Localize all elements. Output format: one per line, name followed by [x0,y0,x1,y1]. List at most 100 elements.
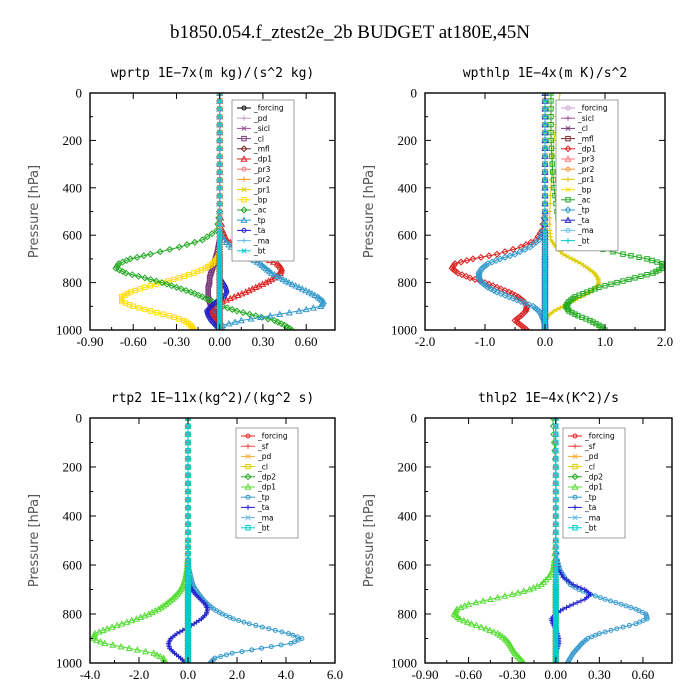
data-point [153,281,159,287]
legend-entry: _pr2 [237,175,271,184]
data-point [542,129,548,136]
data-point [177,629,183,635]
data-point [553,521,559,527]
legend-label: _pd [257,452,272,461]
data-point [279,275,287,283]
data-point [548,106,554,112]
data-point [208,230,216,238]
legend-label: _cl [253,134,264,143]
data-point [650,270,656,276]
data-point [521,245,529,253]
data-point [247,315,255,322]
data-point [152,277,160,285]
data-point [128,616,136,624]
data-point [457,258,465,266]
data-point [493,288,501,296]
data-point [185,521,191,527]
data-point [123,256,131,264]
data-point [259,645,264,651]
data-point [553,513,559,519]
data-point [288,280,296,287]
legend-entry: _pd [568,452,599,461]
data-point [141,274,149,282]
data-point [578,598,584,604]
data-point [548,98,554,104]
data-point [103,624,111,632]
legend-entry: _ta [561,216,589,225]
data-point [633,621,639,627]
y-tick-label: 800 [63,607,83,622]
data-point [542,137,548,143]
data-point [547,221,553,227]
data-point [553,480,559,487]
data-point [533,582,541,589]
data-point [572,311,578,317]
data-point [547,215,553,221]
data-point [185,439,191,446]
data-point [505,293,513,301]
legend-entry: _ac [561,196,590,205]
legend: _forcing_sicl_cl_mfl _dp1_pr3_pr2_pr1_bp _… [555,99,619,252]
legend-marker [565,105,571,111]
data-point [217,169,223,175]
data-point [140,252,148,260]
data-point [628,253,634,259]
plot-area [450,418,650,663]
data-point [569,309,575,316]
x-tick-label: -4.0 [80,667,101,682]
legend-label: _dp2 [257,473,276,482]
data-point [249,647,255,653]
data-point [119,268,127,276]
data-point [295,307,303,314]
legend-label: _bp [577,185,592,194]
data-point [553,496,559,503]
data-point [121,292,128,298]
data-point [137,613,145,620]
data-point [649,257,655,264]
data-point [239,309,247,317]
data-point [217,177,223,183]
data-point [548,121,554,128]
y-tick-label: 400 [63,509,83,524]
data-point [160,311,166,317]
legend-entry: _forcing [237,104,284,113]
legend-marker [245,463,251,470]
data-point [511,250,519,258]
data-point [95,628,103,635]
data-point [590,319,596,325]
legend-marker [241,238,247,244]
data-point [553,472,559,478]
data-point [191,290,199,298]
legend: _forcing_pd_sicl_cl _mfl_dp1_pr3_pr2_pr1 _… [231,99,295,262]
legend-marker [245,515,251,521]
legend-label: _ma [253,236,270,245]
data-point [542,221,548,227]
data-point [168,282,176,290]
data-point [501,253,509,261]
legend-entry: _dp1 [561,145,596,154]
legend: _forcing_sf_pd_cl _dp2_dp1_tp_ta_ma _bt [562,427,626,539]
data-point [115,266,123,274]
data-point [574,583,580,589]
data-point [182,286,190,295]
data-point [542,98,548,104]
data-point [553,550,559,557]
y-axis-label: Pressure [hPa] [27,165,42,258]
data-point [626,622,632,628]
data-point [185,563,191,570]
legend-entry: _cl [568,462,595,471]
data-point [608,281,614,287]
panel-2: wpthlp 1E−4x(m K)/s^2 Pressure [hPa] -2.0 -… [362,66,673,349]
data-point [123,618,131,625]
legend-entry: _ma [568,513,601,522]
legend-entry: _bp [237,196,268,205]
data-point [516,248,524,256]
legend-marker [240,155,248,162]
data-point [542,106,548,112]
legend-label: _bt [577,236,590,245]
data-point [553,456,559,462]
data-point [217,193,223,199]
series-dp1 [90,418,192,663]
data-point [308,289,316,297]
data-point [211,259,217,265]
